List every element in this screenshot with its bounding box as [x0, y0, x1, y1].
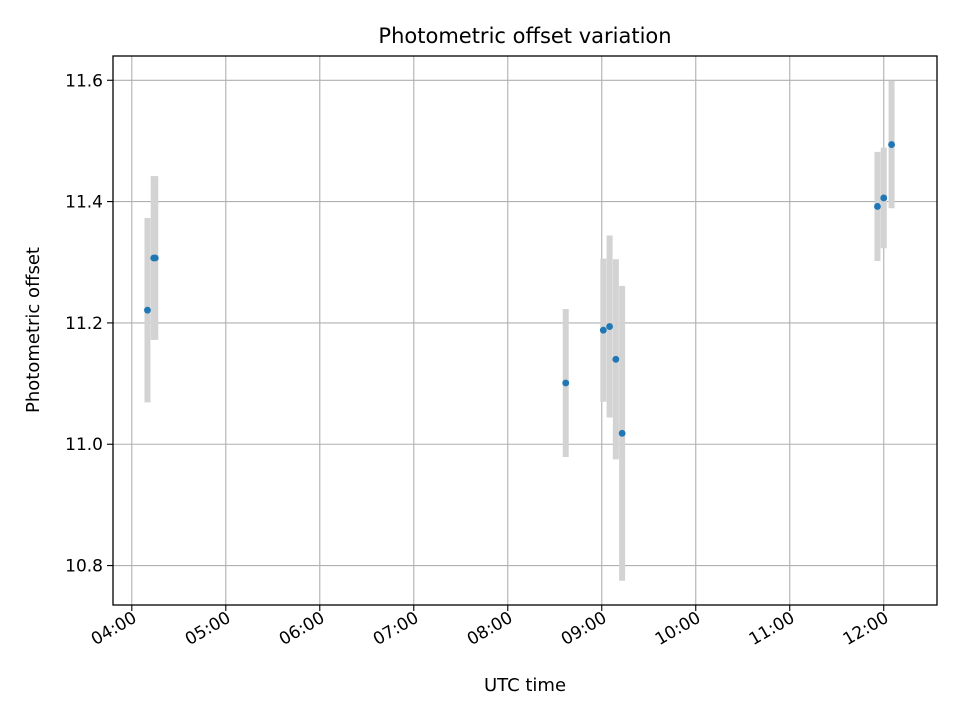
plot-frame	[112, 55, 938, 606]
y-tick-label: 11.2	[65, 314, 103, 334]
y-tick-label: 11.6	[65, 71, 103, 91]
data-point	[562, 379, 570, 387]
data-point	[874, 203, 881, 210]
data-point	[606, 323, 613, 330]
y-axis-ticks: 10.8 11.0 11.2 11.4 11.6	[65, 71, 113, 577]
data-point	[618, 429, 626, 437]
data-point	[888, 141, 895, 148]
data-points	[144, 141, 895, 437]
data-point	[880, 194, 888, 202]
y-tick-label: 11.0	[65, 435, 103, 455]
y-tick-label: 11.4	[65, 193, 103, 213]
data-point	[151, 254, 159, 262]
chart-title: Photometric offset variation	[378, 24, 671, 48]
data-point	[144, 306, 151, 314]
y-tick-label: 10.8	[65, 557, 103, 577]
data-point	[599, 326, 607, 334]
data-point	[612, 355, 620, 363]
x-axis-label: UTC time	[484, 675, 566, 696]
y-axis-label: Photometric offset	[23, 247, 44, 413]
